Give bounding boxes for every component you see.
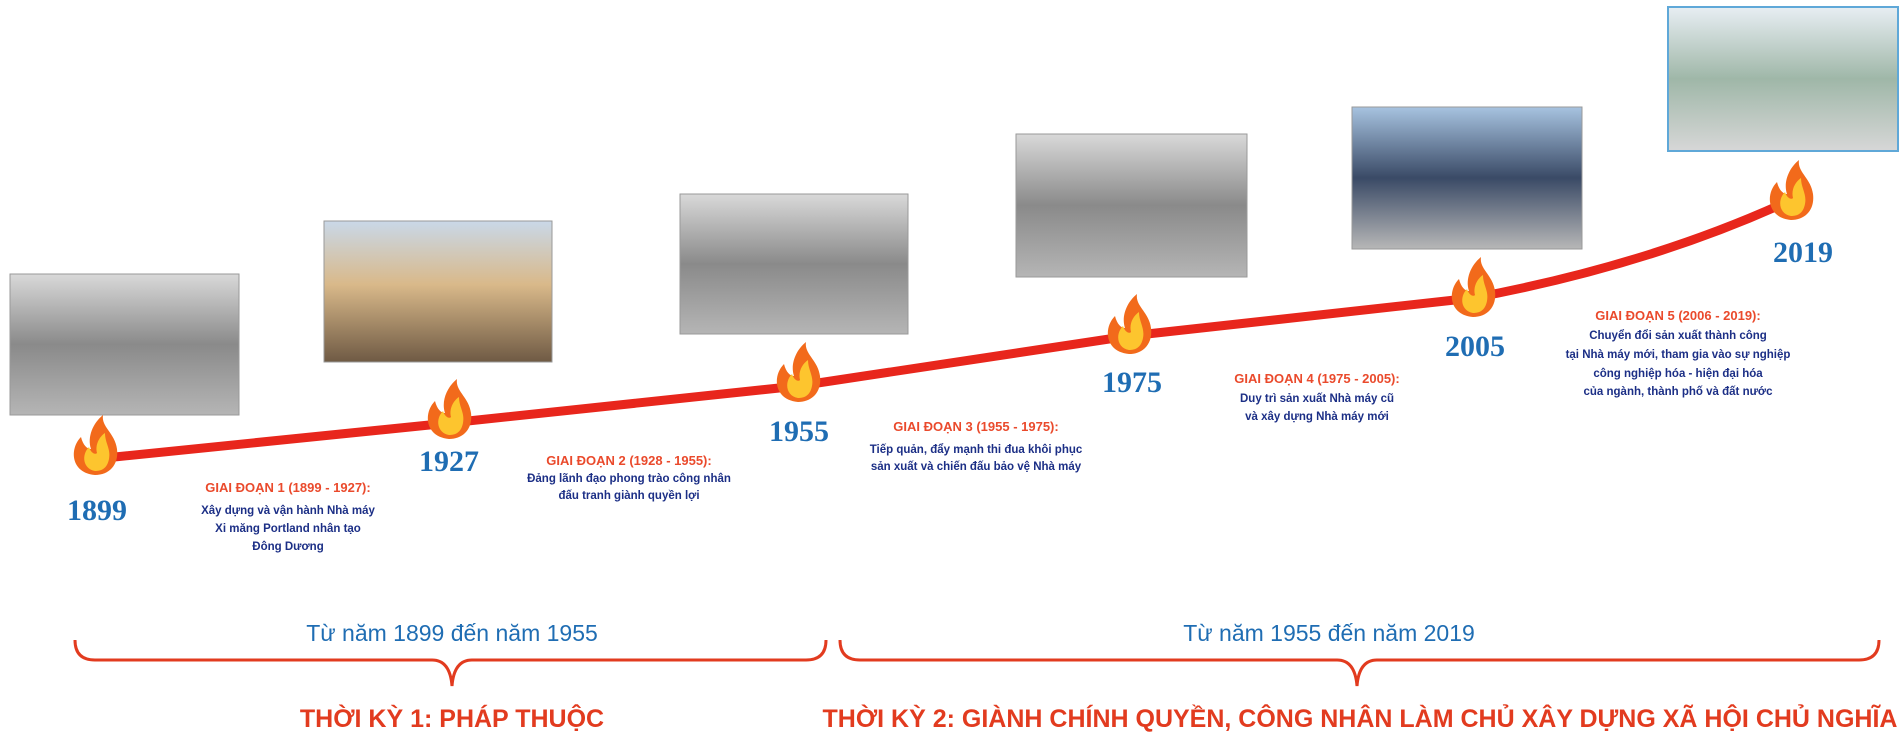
phase-text: Xi măng Portland nhân tạo	[215, 523, 361, 535]
period-range: Từ năm 1899 đến năm 1955	[306, 620, 598, 646]
photo	[1668, 7, 1898, 151]
flame	[1452, 257, 1495, 317]
period-range: Từ năm 1955 đến năm 2019	[1183, 620, 1475, 646]
photo	[1352, 107, 1582, 249]
phase-text: tại Nhà máy mới, tham gia vào sự nghiệp	[1566, 349, 1791, 361]
year-label: 1927	[419, 445, 479, 478]
phase-text: sản xuất và chiến đấu bảo vệ Nhà máy	[871, 461, 1082, 473]
phase-text: công nghiệp hóa - hiện đại hóa	[1593, 368, 1763, 380]
bracket	[75, 640, 826, 686]
flame	[74, 415, 117, 475]
photo	[10, 274, 239, 415]
flame	[428, 379, 471, 439]
photo	[1016, 134, 1247, 277]
timeline-infographic: 1899 1927 1955 1975 2005 2019 GIAI ĐOẠN …	[0, 0, 1904, 735]
year-label: 2005	[1445, 330, 1505, 363]
year-label: 1899	[67, 494, 127, 527]
flame	[777, 342, 820, 402]
phase-text: Đảng lãnh đạo phong trào công nhân	[527, 473, 731, 485]
phase-text: Chuyển đổi sản xuất thành công	[1589, 330, 1767, 342]
phase-title: GIAI ĐOẠN 3 (1955 - 1975):	[893, 419, 1058, 434]
phase-title: GIAI ĐOẠN 2 (1928 - 1955):	[546, 453, 711, 468]
phase-text: Tiếp quản, đẩy mạnh thi đua khôi phục	[870, 444, 1083, 456]
phase-title: GIAI ĐOẠN 4 (1975 - 2005):	[1234, 371, 1399, 386]
period-title: THỜI KỲ 1: PHÁP THUỘC	[300, 703, 604, 733]
bracket	[840, 640, 1879, 686]
year-label: 1975	[1102, 366, 1162, 399]
phase-text: Đông Dương	[252, 541, 323, 553]
phase-text: của ngành, thành phố và đất nước	[1583, 386, 1773, 398]
periods: Từ năm 1899 đến năm 1955 THỜI KỲ 1: PHÁP…	[75, 620, 1897, 733]
phase-title: GIAI ĐOẠN 5 (2006 - 2019):	[1595, 308, 1760, 323]
flame	[1770, 160, 1813, 220]
phase-text: Duy trì sản xuất Nhà máy cũ	[1240, 393, 1394, 405]
phase-text: và xây dựng Nhà máy mới	[1245, 411, 1389, 423]
phase-text: đấu tranh giành quyền lợi	[558, 490, 699, 502]
flame	[1108, 294, 1151, 354]
photo	[324, 221, 552, 362]
photo	[680, 194, 908, 334]
phase-text: Xây dựng và vận hành Nhà máy	[201, 505, 375, 517]
phase-title: GIAI ĐOẠN 1 (1899 - 1927):	[205, 480, 370, 495]
year-label: 1955	[769, 415, 829, 448]
period-title: THỜI KỲ 2: GIÀNH CHÍNH QUYỀN, CÔNG NHÂN …	[823, 703, 1898, 733]
year-label: 2019	[1773, 236, 1833, 269]
